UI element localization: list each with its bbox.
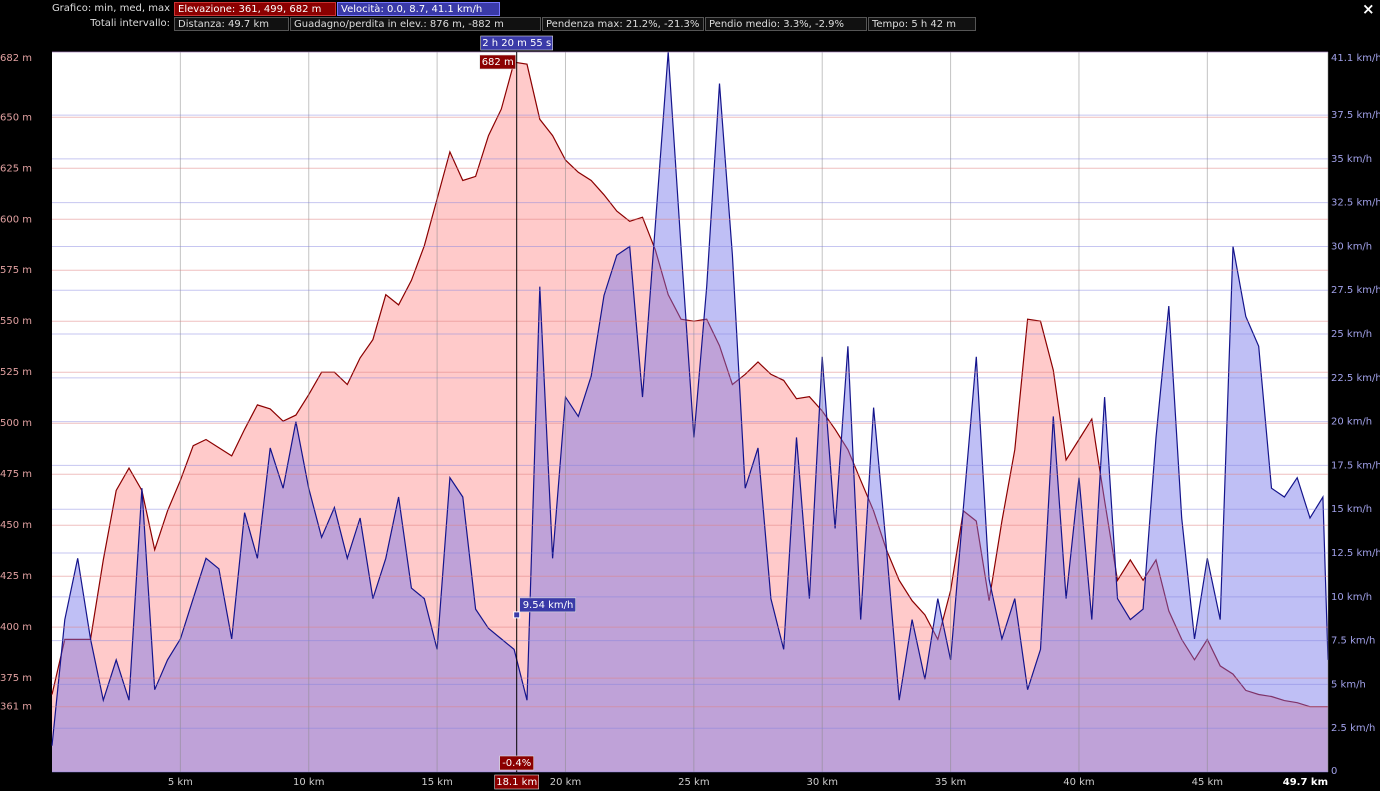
cursor-distance-box (494, 774, 540, 790)
y-tick-label: 525 m (0, 367, 32, 378)
y2-tick-label: 12.5 km/h (1331, 548, 1380, 559)
y2-tick-label: 30 km/h (1331, 241, 1372, 252)
y-tick-label: 575 m (0, 265, 32, 276)
elevation-stats: Elevazione: 361, 499, 682 m (174, 2, 336, 16)
close-button[interactable]: × (1362, 0, 1375, 18)
y-tick-label: 500 m (0, 418, 32, 429)
cursor-grade-text: -0.4% (502, 758, 531, 769)
y-tick-label: 361 m (0, 702, 32, 713)
y2-tick-label: 15 km/h (1331, 504, 1372, 515)
cursor-speed: 9.54 km/h (519, 597, 577, 613)
y2-tick-label: 22.5 km/h (1331, 373, 1380, 384)
x-tick-label: 40 km (1063, 777, 1094, 788)
y-tick-label: 400 m (0, 622, 32, 633)
cursor-time: 2 h 20 m 55 s (480, 35, 554, 51)
gain-loss: Guadagno/perdita in elev.: 876 m, -882 m (290, 17, 541, 31)
time: Tempo: 5 h 42 m (868, 17, 976, 31)
y2-tick-label: 27.5 km/h (1331, 285, 1380, 296)
y2-tick-label: 5 km/h (1331, 679, 1366, 690)
totals-label: Totali intervallo: (90, 18, 170, 29)
x-tick-label: 45 km (1192, 777, 1223, 788)
cursor-elevation-box (479, 54, 517, 70)
y-tick-label: 450 m (0, 520, 32, 531)
y-tick-label: 682 m (0, 53, 32, 64)
x-tick-label: 30 km (807, 777, 838, 788)
series-area (52, 62, 1328, 772)
y-tick-label: 475 m (0, 469, 32, 480)
cursor-elevation: 682 m (479, 54, 517, 70)
y-tick-label: 425 m (0, 571, 32, 582)
speed-stats: Velocità: 0.0, 8.7, 41.1 km/h (337, 2, 500, 16)
max-grade: Pendenza max: 21.2%, -21.3% (542, 17, 704, 31)
x-tick-label: 15 km (421, 777, 452, 788)
cursor-distance-text: 18.1 km (496, 777, 537, 788)
y2-tick-label: 20 km/h (1331, 417, 1372, 428)
y2-tick-label: 2.5 km/h (1331, 723, 1375, 734)
cursor-time-text: 2 h 20 m 55 s (482, 38, 551, 49)
y-tick-label: 625 m (0, 163, 32, 174)
cursor-speed-box (519, 597, 577, 613)
y-tick-label: 375 m (0, 673, 32, 684)
y-tick-label: 650 m (0, 112, 32, 123)
x-tick-label: 10 km (293, 777, 324, 788)
y2-tick-label: 32.5 km/h (1331, 198, 1380, 209)
cursor-distance: 18.1 km (494, 774, 540, 790)
y2-tick-label: 35 km/h (1331, 154, 1372, 165)
y2-tick-label: 37.5 km/h (1331, 110, 1380, 121)
cursor-speed-marker (513, 611, 521, 619)
x-tick-label: 49.7 km (1283, 777, 1328, 788)
y2-tick-label: 25 km/h (1331, 329, 1372, 340)
y2-tick-label: 0 (1331, 766, 1337, 777)
y2-tick-label: 10 km/h (1331, 592, 1372, 603)
plot-background (52, 52, 1328, 772)
chart-label: Grafico: min, med, max (51, 3, 170, 14)
x-tick-label: 25 km (678, 777, 709, 788)
avg-grade: Pendio medio: 3.3%, -2.9% (705, 17, 867, 31)
cursor-speed-text: 9.54 km/h (523, 600, 574, 611)
y-tick-label: 550 m (0, 316, 32, 327)
cursor-grade: -0.4% (499, 755, 535, 771)
cursor-time-box (480, 35, 554, 51)
x-tick-label: 35 km (935, 777, 966, 788)
x-tick-label: 5 km (168, 777, 193, 788)
y2-tick-label: 7.5 km/h (1331, 636, 1375, 647)
cursor-grade-box (499, 755, 535, 771)
cursor-elevation-text: 682 m (482, 57, 514, 68)
y2-tick-label: 17.5 km/h (1331, 460, 1380, 471)
distance: Distanza: 49.7 km (174, 17, 289, 31)
x-tick-label: 20 km (550, 777, 581, 788)
y-tick-label: 600 m (0, 214, 32, 225)
series-area (52, 52, 1328, 772)
y2-tick-label: 41.1 km/h (1331, 53, 1380, 64)
